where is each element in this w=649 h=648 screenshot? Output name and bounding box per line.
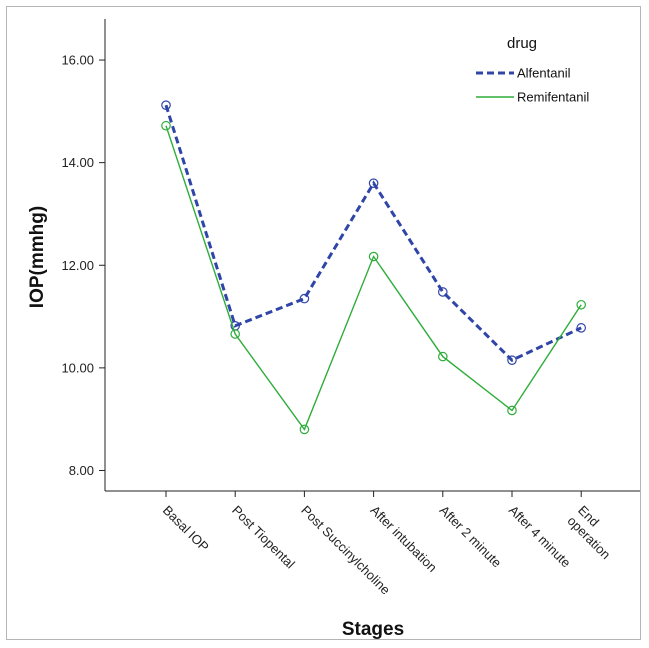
x-tick-label-line: Basal IOP (160, 503, 212, 555)
y-tick-label: 14.00 (61, 155, 94, 170)
series-line (166, 126, 581, 430)
y-axis-ticks: 8.00 10.00 12.00 14.00 16.00 (61, 53, 105, 478)
series-layer (162, 101, 586, 434)
legend-label: Remifentanil (517, 90, 589, 105)
legend: drug Alfentanil Remifentanil (476, 35, 589, 105)
x-tick-label-line: Post Tiopental (229, 503, 298, 572)
x-axis-title: Stages (342, 619, 404, 640)
series-alfentanil (162, 101, 586, 364)
x-tick-label-line: After 2 minute (437, 503, 505, 571)
legend-title: drug (507, 35, 537, 52)
x-tick-label: After 4 minute (506, 503, 574, 571)
y-tick-label: 16.00 (61, 53, 94, 68)
y-tick-label: 10.00 (61, 360, 94, 375)
x-tick-label-line: After 4 minute (506, 503, 574, 571)
series-remifentanil (162, 122, 586, 434)
x-tick-label: Basal IOP (160, 503, 212, 555)
y-tick-label: 12.00 (61, 258, 94, 273)
data-point (439, 288, 447, 296)
x-tick-label: After 2 minute (437, 503, 505, 571)
x-tick-label: After intubation (367, 503, 439, 575)
x-tick-label-line: After intubation (367, 503, 439, 575)
data-point (577, 301, 585, 309)
y-tick-label: 8.00 (69, 463, 94, 478)
legend-label: Alfentanil (517, 66, 571, 81)
series-line (166, 105, 581, 360)
x-tick-label: Endoperation (564, 503, 624, 563)
y-axis-title: IOP(mmhg) (27, 206, 48, 308)
x-axis-ticks: Basal IOP Post Tiopental Post Succinylchol… (160, 491, 624, 597)
x-tick-label: Post Tiopental (229, 503, 298, 572)
